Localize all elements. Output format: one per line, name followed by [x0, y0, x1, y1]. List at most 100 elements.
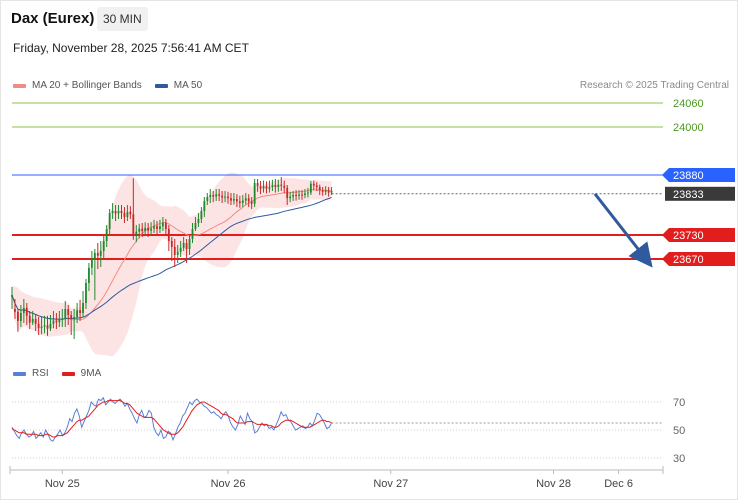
legend-item-rsi: RSI: [13, 368, 49, 379]
candle-body: [212, 195, 215, 197]
candle-body: [233, 199, 235, 201]
candle-body: [283, 185, 286, 188]
candle-body: [182, 243, 185, 248]
candle-body: [194, 223, 197, 229]
candle-body: [224, 196, 226, 198]
candle: [141, 223, 144, 237]
candle-body: [324, 190, 327, 192]
candle-body: [17, 311, 19, 321]
candle: [34, 314, 37, 331]
candle: [159, 219, 161, 233]
candle: [209, 189, 212, 203]
candle-body: [114, 211, 117, 214]
candle: [250, 197, 253, 209]
candle-body: [58, 319, 61, 323]
candle: [247, 194, 250, 207]
candle: [73, 309, 76, 339]
rsi-tick-label: 30: [673, 453, 685, 465]
candle-body: [221, 195, 224, 198]
candle: [129, 206, 132, 219]
candle: [280, 177, 283, 191]
candle: [173, 239, 176, 267]
candle: [197, 213, 200, 227]
candle: [191, 223, 194, 243]
candle: [259, 181, 262, 195]
candle-body: [34, 319, 37, 324]
candle: [40, 317, 43, 335]
candle: [82, 291, 84, 317]
candle-body: [206, 197, 209, 201]
9ma-line: [11, 400, 332, 438]
candle: [277, 179, 280, 192]
candle-body: [90, 258, 93, 268]
candle-body: [289, 196, 292, 199]
candle-body: [301, 194, 303, 196]
candle-body: [238, 201, 241, 203]
candle: [99, 241, 102, 267]
time-tick-label: Nov 26: [211, 478, 246, 490]
candle-body: [126, 211, 129, 217]
candle: [167, 225, 170, 251]
candle: [22, 299, 25, 323]
candle-body: [102, 241, 105, 251]
last-price-tag: [665, 186, 735, 201]
support-tag: [662, 252, 735, 266]
time-tick-label: Nov 28: [536, 478, 571, 490]
pivot-label: 23880: [673, 170, 704, 182]
legend-item-9ma: 9MA: [61, 368, 101, 379]
candle: [321, 187, 324, 196]
candle-body: [61, 319, 64, 320]
candle-body: [265, 186, 268, 189]
candle-body: [79, 310, 81, 313]
candle: [76, 303, 79, 323]
candle-body: [161, 223, 164, 227]
forecast-arrow: [593, 192, 653, 268]
candle: [233, 193, 235, 205]
candle: [132, 178, 135, 240]
candle-body: [176, 251, 179, 255]
candle-body: [141, 228, 144, 231]
candle-body: [244, 198, 247, 201]
support-tag: [662, 228, 735, 242]
candle-body: [312, 183, 315, 186]
candle: [164, 219, 167, 236]
legend-swatch-rsi: [13, 371, 26, 376]
time-tick-label: Nov 25: [45, 478, 80, 490]
candle-body: [49, 323, 52, 329]
candle: [330, 187, 333, 195]
candle-body: [64, 309, 67, 319]
candle-body: [135, 231, 138, 235]
candle: [206, 193, 209, 205]
candle-body: [209, 195, 212, 197]
candle-body: [235, 199, 238, 202]
candle-body: [43, 325, 46, 327]
candle: [120, 205, 123, 219]
candle: [144, 222, 147, 236]
candle-body: [286, 187, 289, 199]
candle: [253, 179, 256, 207]
legend-label-ma20: MA 20 + Bollinger Bands: [32, 80, 142, 91]
rsi-panel: 70 50 30: [11, 396, 685, 465]
candle: [161, 217, 164, 231]
resistance-label: 24000: [673, 122, 704, 134]
candle-body: [55, 320, 58, 323]
candle-body: [256, 183, 259, 187]
candle: [150, 222, 152, 236]
candle: [170, 237, 173, 261]
candle: [298, 190, 300, 200]
candle: [215, 189, 218, 201]
candle: [43, 315, 46, 334]
interval-selector[interactable]: 30 MIN: [97, 7, 148, 31]
candle-body: [31, 319, 34, 323]
candle: [37, 317, 40, 335]
rsi-line: [11, 396, 333, 442]
candle: [265, 181, 268, 194]
legend-item-ma50: MA 50: [154, 80, 202, 91]
candle-body: [203, 201, 206, 211]
candle: [203, 197, 206, 217]
candle: [182, 237, 185, 251]
candle: [85, 279, 87, 309]
candle: [262, 180, 265, 193]
candle: [67, 305, 70, 325]
candle: [126, 205, 129, 221]
